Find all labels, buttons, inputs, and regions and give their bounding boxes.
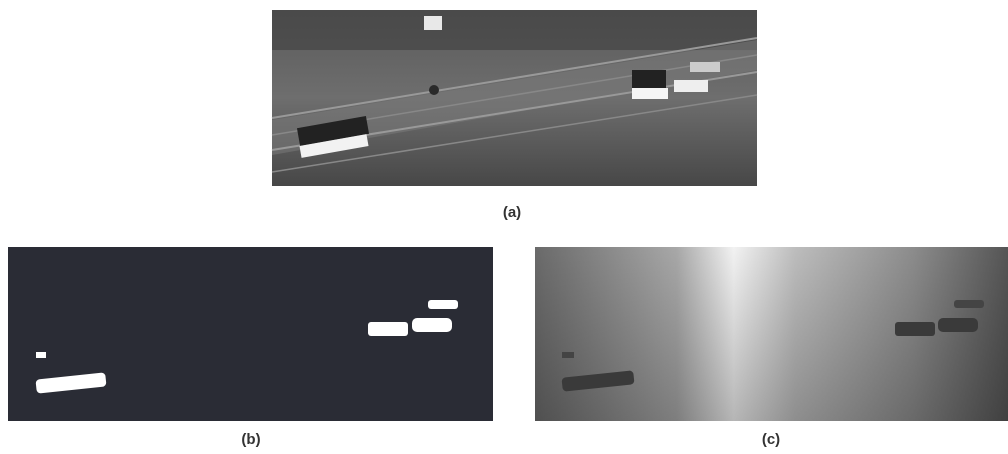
panel-caption: (b) [241,431,260,448]
distance-image [535,247,1008,421]
panel-caption: (c) [762,431,780,448]
aerial-image [272,10,757,186]
mask-image [8,247,493,421]
panel-caption: (a) [503,204,521,221]
figure: (a) (b) (c) [0,0,1008,454]
figure-page: (a) (b) (c) [0,0,1008,454]
